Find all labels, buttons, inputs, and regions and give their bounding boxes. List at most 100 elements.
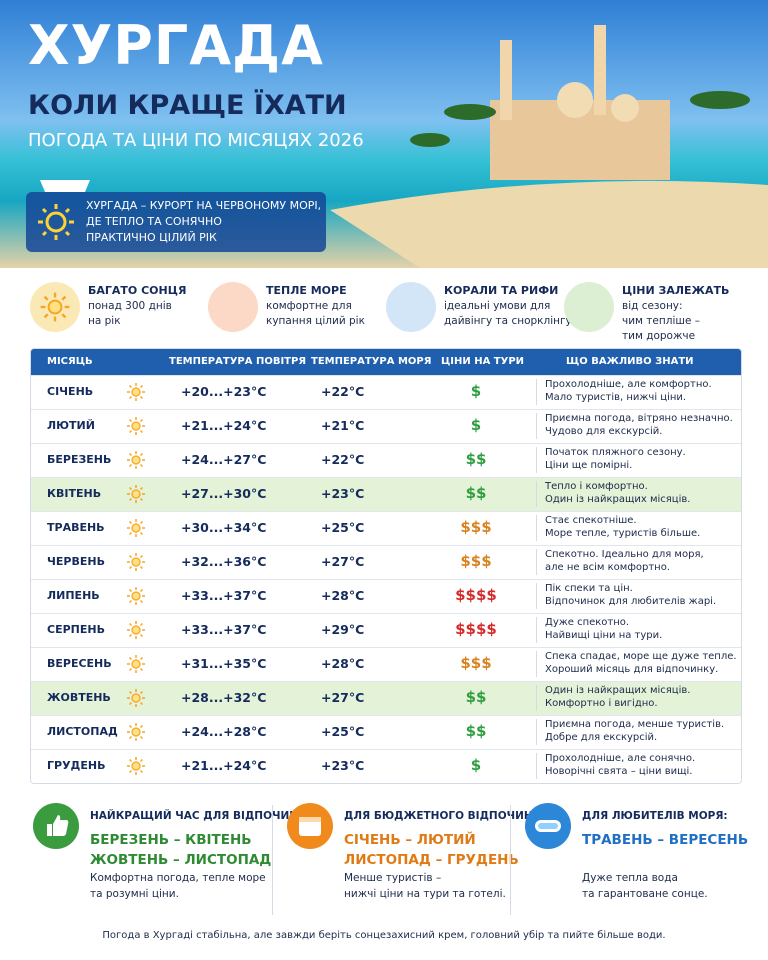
- price: $$: [465, 484, 487, 502]
- note: Приємна погода, вітряно незначно.: [545, 413, 733, 424]
- sun-icon: [126, 416, 146, 436]
- sun-graphic: [127, 587, 145, 605]
- month-name: ГРУДЕНЬ: [47, 759, 106, 772]
- tip-text: Комфортна погода, тепле море: [90, 872, 266, 884]
- month-name: КВІТЕНЬ: [47, 487, 102, 500]
- sea-temp: +25°C: [321, 724, 365, 739]
- feature-icon: [386, 282, 436, 332]
- beach: [330, 180, 768, 268]
- sun-icon: [126, 654, 146, 674]
- column-header: ЩО ВАЖЛИВО ЗНАТИ: [566, 356, 694, 367]
- note: Приємна погода, менше туристів.: [545, 719, 725, 730]
- hero-banner: ХУРГАДА КОЛИ КРАЩЕ ЇХАТИ ПОГОДА ТА ЦІНИ …: [0, 0, 768, 268]
- tip-icon: [286, 802, 334, 850]
- month-name: ТРАВЕНЬ: [47, 521, 105, 534]
- intro-line: ДЕ ТЕПЛО ТА СОНЯЧНО: [86, 215, 222, 228]
- table-row: [31, 715, 741, 750]
- tip-icon: [524, 802, 572, 850]
- month-name: СЕРПЕНЬ: [47, 623, 105, 636]
- subtitle: КОЛИ КРАЩЕ ЇХАТИ: [28, 90, 347, 121]
- air-temp: +24...+28°C: [181, 724, 267, 739]
- price: $: [470, 416, 482, 434]
- sun-icon: [39, 291, 71, 323]
- price: $: [470, 756, 482, 774]
- note: Один із найкращих місяців.: [545, 494, 691, 505]
- sun-icon: [126, 450, 146, 470]
- sun-graphic: [127, 485, 145, 503]
- tip-icon-graphic: [287, 803, 333, 849]
- column-divider: [536, 549, 537, 575]
- tip-divider: [510, 805, 511, 915]
- minaret: [500, 40, 512, 120]
- tip-icon: [32, 802, 80, 850]
- sun-graphic: [127, 417, 145, 435]
- tip-title: НАЙКРАЩИЙ ЧАС ДЛЯ ВІДПОЧИНКУ:: [90, 810, 319, 822]
- sea-temp: +23°C: [321, 486, 365, 501]
- table-row: [31, 477, 741, 512]
- column-divider: [536, 583, 537, 609]
- tip-title: ДЛЯ ЛЮБИТЕЛІВ МОРЯ:: [582, 810, 728, 822]
- tip-months: СІЧЕНЬ – ЛЮТИЙ: [344, 832, 476, 848]
- note: Добре для екскурсій.: [545, 732, 658, 743]
- column-divider: [536, 719, 537, 745]
- sea-temp: +22°C: [321, 452, 365, 467]
- note: Новорічні свята – ціни вищі.: [545, 766, 693, 777]
- boat: [40, 180, 90, 192]
- feature-title: ТЕПЛЕ МОРЕ: [266, 284, 347, 297]
- sun-graphic: [127, 383, 145, 401]
- feature-title: ЦІНИ ЗАЛЕЖАТЬ: [622, 284, 730, 297]
- feature-text: понад 300 днів: [88, 300, 172, 312]
- sun-graphic: [127, 451, 145, 469]
- price: $$$$: [455, 586, 497, 604]
- intro-text: ХУРГАДА – КУРОРТ НА ЧЕРВОНОМУ МОРІ, ДЕ ТЕ…: [86, 198, 321, 246]
- tip-text: нижчі ціни на тури та готелі.: [344, 888, 506, 900]
- intro-line: ХУРГАДА – КУРОРТ НА ЧЕРВОНОМУ МОРІ,: [86, 199, 322, 212]
- note: Спека спадає, море ще дуже тепле.: [545, 651, 737, 662]
- sea-temp: +27°C: [321, 554, 365, 569]
- month-name: ЛЮТИЙ: [47, 419, 95, 432]
- tip-title: ДЛЯ БЮДЖЕТНОГО ВІДПОЧИНКУ:: [344, 810, 554, 822]
- air-temp: +33...+37°C: [181, 588, 267, 603]
- price: $$$: [460, 654, 492, 672]
- table-row: [31, 647, 741, 682]
- column-header: МІСЯЦЬ: [47, 356, 93, 367]
- sun-graphic: [127, 519, 145, 537]
- column-divider: [536, 481, 537, 507]
- air-temp: +20...+23°C: [181, 384, 267, 399]
- title: ХУРГАДА: [28, 14, 324, 77]
- note: Чудово для екскурсій.: [545, 426, 663, 437]
- note: Прохолодніше, але сонячно.: [545, 753, 696, 764]
- table-row: [31, 375, 741, 410]
- feature-icon: [564, 282, 614, 332]
- sun-icon: [126, 756, 146, 776]
- note: але не всім комфортно.: [545, 562, 670, 573]
- sun-icon: [126, 484, 146, 504]
- price: $$$: [460, 552, 492, 570]
- feature-text: тим дорожче: [622, 330, 696, 342]
- dome: [611, 94, 639, 122]
- note: Найвищі ціни на тури.: [545, 630, 663, 641]
- feature-text: купання цілий рік: [266, 315, 365, 327]
- sun-icon: [126, 688, 146, 708]
- note: Мало туристів, нижчі ціни.: [545, 392, 687, 403]
- month-name: ЛИПЕНЬ: [47, 589, 100, 602]
- column-divider: [536, 515, 537, 541]
- tip-text: та гарантоване сонце.: [582, 888, 708, 900]
- sun-icon: [126, 552, 146, 572]
- sun-graphic: [127, 757, 145, 775]
- note: Море тепле, туристів більше.: [545, 528, 701, 539]
- air-temp: +31...+35°C: [181, 656, 267, 671]
- table-row: [31, 681, 741, 716]
- tip-months: ЖОВТЕНЬ – ЛИСТОПАД: [90, 852, 272, 868]
- column-divider: [536, 617, 537, 643]
- feature-text: ідеальні умови для: [444, 300, 551, 312]
- air-temp: +27...+30°C: [181, 486, 267, 501]
- note: Відпочинок для любителів жарі.: [545, 596, 717, 607]
- price: $$: [465, 450, 487, 468]
- sun-graphic: [127, 655, 145, 673]
- subtitle2: ПОГОДА ТА ЦІНИ ПО МІСЯЦЯХ 2026: [28, 130, 364, 151]
- sea-temp: +25°C: [321, 520, 365, 535]
- sea-temp: +22°C: [321, 384, 365, 399]
- sun-graphic: [127, 621, 145, 639]
